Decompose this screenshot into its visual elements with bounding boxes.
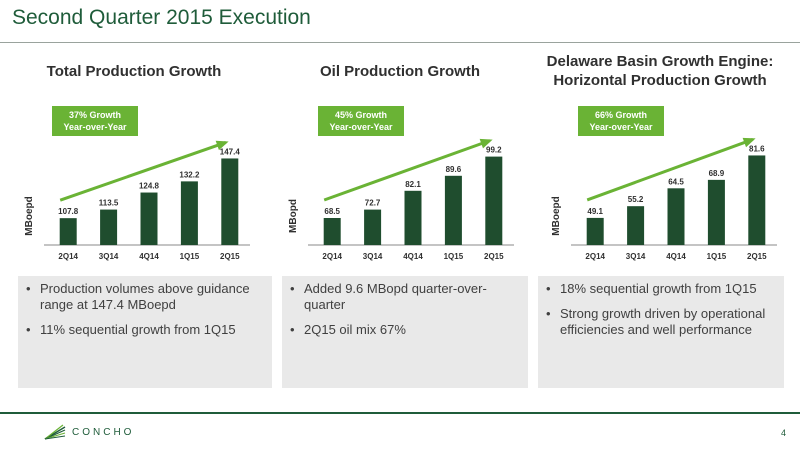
bullets-panel-3: 18% sequential growth from 1Q15 Strong g…	[538, 276, 784, 388]
bullet-item: Strong growth driven by operational effi…	[544, 306, 776, 338]
growth-trend-arrow	[586, 138, 754, 202]
bar-1Q15	[707, 179, 725, 245]
panel-3-title: Delaware Basin Growth Engine: Horizontal…	[546, 53, 774, 89]
data-label: 49.1	[587, 207, 603, 216]
growth-badge-2-line1: 45% Growth	[334, 110, 387, 120]
x-tick-label: 2Q15	[484, 252, 504, 261]
data-label: 68.9	[709, 169, 725, 178]
bullets-panel-1: Production volumes above guidance range …	[18, 276, 272, 388]
bar-1Q15	[444, 175, 462, 245]
x-tick-label: 2Q15	[747, 252, 767, 261]
footer-divider	[0, 412, 800, 414]
title-divider	[0, 42, 800, 43]
bar-2Q14	[586, 217, 604, 245]
data-label: 68.5	[324, 207, 340, 216]
chart-oil-production: MBopd 68.5 2Q14 72.7 3Q14 82.1 4Q14 89.6 1Q15 99.…	[282, 95, 522, 270]
y-axis-label: MBoepd	[551, 196, 562, 235]
x-tick-label: 3Q14	[363, 252, 383, 261]
page-title: Second Quarter 2015 Execution	[12, 6, 311, 29]
bar-3Q14	[100, 209, 118, 245]
page-number: 4	[780, 428, 786, 438]
bar-4Q14	[404, 190, 422, 245]
x-tick-label: 4Q14	[403, 252, 423, 261]
bar-1Q15	[180, 181, 198, 245]
x-tick-label: 1Q15	[707, 252, 727, 261]
bar-3Q14	[364, 209, 382, 245]
y-axis-label: MBopd	[288, 199, 299, 233]
bar-2Q15	[748, 155, 766, 245]
x-tick-label: 2Q14	[585, 252, 605, 261]
y-axis-label: MBoepd	[24, 196, 35, 235]
bar-3Q14	[627, 206, 645, 245]
bar-2Q15	[221, 158, 239, 245]
data-label: 81.6	[749, 144, 765, 153]
data-label: 124.8	[139, 182, 160, 191]
bar-2Q15	[485, 156, 503, 245]
bar-2Q14	[323, 218, 341, 245]
chart-svg-1: MBopd 68.5 2Q14 72.7 3Q14 82.1 4Q14 89.6 1Q15 99.…	[288, 138, 514, 261]
growth-badge-2: 45% Growth Year-over-Year	[318, 106, 404, 136]
data-label: 147.4	[220, 147, 241, 156]
growth-badge-1: 37% Growth Year-over-Year	[52, 106, 138, 136]
x-tick-label: 1Q15	[444, 252, 464, 261]
logo-wordmark: CONCHO	[72, 426, 135, 438]
data-label: 64.5	[668, 177, 684, 186]
arrow-head-icon	[742, 137, 756, 148]
x-tick-label: 4Q14	[666, 252, 686, 261]
x-tick-label: 1Q15	[180, 252, 200, 261]
arrow-head-icon	[479, 138, 493, 149]
chart-delaware-production: MBoepd 49.1 2Q14 55.2 3Q14 64.5 4Q14 68.9 1Q15 81…	[545, 95, 785, 270]
x-tick-label: 2Q15	[220, 252, 240, 261]
data-label: 89.6	[446, 165, 462, 174]
concho-fan-icon	[44, 424, 66, 440]
chart-svg-0: MBoepd 107.8 2Q14 113.5 3Q14 124.8 4Q14 132.2 1Q…	[24, 140, 250, 261]
growth-badge-1-line1: 37% Growth	[68, 110, 121, 120]
growth-trend-arrow	[323, 139, 491, 202]
x-tick-label: 3Q14	[626, 252, 646, 261]
data-label: 113.5	[99, 199, 119, 208]
data-label: 55.2	[628, 195, 644, 204]
bullet-item: Production volumes above guidance range …	[24, 281, 264, 313]
x-tick-label: 2Q14	[322, 252, 342, 261]
x-tick-label: 2Q14	[58, 252, 78, 261]
data-label: 99.2	[486, 146, 502, 155]
growth-badge-3-line1: 66% Growth	[594, 110, 647, 120]
bar-4Q14	[667, 188, 685, 245]
bar-2Q14	[59, 218, 77, 245]
bullets-panel-2: Added 9.6 MBopd quarter-over-quarter 2Q1…	[282, 276, 528, 388]
growth-badge-2-line2: Year-over-Year	[329, 122, 393, 132]
data-label: 72.7	[365, 199, 381, 208]
bar-4Q14	[140, 192, 158, 245]
bullet-item: 11% sequential growth from 1Q15	[24, 322, 264, 338]
panel-2-title: Oil Production Growth	[320, 63, 480, 80]
arrow-head-icon	[215, 140, 229, 151]
data-label: 82.1	[405, 180, 421, 189]
bullet-item: Added 9.6 MBopd quarter-over-quarter	[288, 281, 520, 313]
chart-total-production: MBoepd 107.8 2Q14 113.5 3Q14 124.8 4Q14 132.2 1Q…	[18, 95, 258, 270]
company-logo: CONCHO	[44, 424, 134, 440]
x-tick-label: 4Q14	[139, 252, 159, 261]
chart-svg-2: MBoepd 49.1 2Q14 55.2 3Q14 64.5 4Q14 68.9 1Q15 81…	[551, 137, 777, 261]
growth-badge-3: 66% Growth Year-over-Year	[578, 106, 664, 136]
panel-1-title: Total Production Growth	[46, 63, 222, 80]
growth-trend-arrow	[59, 141, 227, 202]
data-label: 132.2	[179, 170, 200, 179]
bullet-item: 2Q15 oil mix 67%	[288, 322, 520, 338]
bullet-item: 18% sequential growth from 1Q15	[544, 281, 776, 297]
data-label: 107.8	[58, 207, 79, 216]
x-tick-label: 3Q14	[99, 252, 119, 261]
growth-badge-3-line2: Year-over-Year	[589, 122, 653, 132]
growth-badge-1-line2: Year-over-Year	[63, 122, 127, 132]
